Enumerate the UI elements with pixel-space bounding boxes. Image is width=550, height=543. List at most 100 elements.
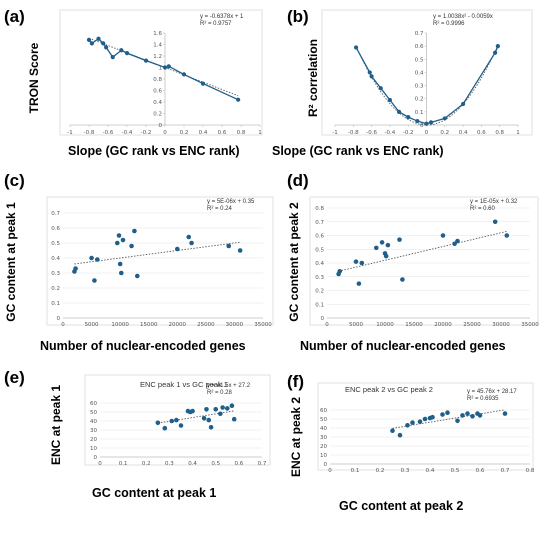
y-tick-label: 0.5 xyxy=(415,57,424,63)
data-point xyxy=(120,237,126,243)
panel-f: 0 0.1 0.2 0.3 0.4 0.5 0.6 0.7 0.8 0 10 20 30 40 50 60 y … xyxy=(287,372,535,513)
r-squared-label: R² = 0.24 xyxy=(207,206,233,212)
data-point xyxy=(231,416,237,422)
data-point xyxy=(470,414,475,419)
trendline xyxy=(392,409,506,429)
data-point xyxy=(465,411,470,416)
data-point xyxy=(374,245,379,251)
y-tick-label: 0.3 xyxy=(415,84,424,90)
data-point xyxy=(353,45,359,50)
data-point xyxy=(461,101,466,107)
y-axis-label: ENC at peak 1 xyxy=(49,385,63,465)
data-point xyxy=(124,51,130,56)
y-tick-label: 0.1 xyxy=(415,110,424,116)
x-tick-label: 0 xyxy=(98,461,102,467)
y-tick-label: 0.5 xyxy=(51,241,60,247)
data-point xyxy=(390,428,395,434)
data-point xyxy=(440,412,445,417)
data-point xyxy=(89,41,94,46)
x-axis-label: Number of nuclear-encoded genes xyxy=(300,339,506,353)
data-point xyxy=(397,237,402,242)
y-tick-label: 60 xyxy=(90,401,97,407)
y-axis-label: TRON Score xyxy=(27,42,41,113)
y-tick-label: 40 xyxy=(90,419,97,425)
panel-label: (b) xyxy=(287,7,309,26)
x-tick-label: -0.8 xyxy=(84,130,95,136)
x-tick-label: 0 xyxy=(61,322,65,328)
y-tick-label: 0.3 xyxy=(51,271,60,277)
x-axis-label: Slope (GC rank vs ENC rank) xyxy=(68,144,240,158)
data-point xyxy=(169,418,175,424)
data-point xyxy=(166,64,171,69)
data-point xyxy=(181,72,187,77)
x-tick-label: 0.6 xyxy=(477,130,486,136)
data-point xyxy=(396,109,402,114)
x-tick-label: 1 xyxy=(516,130,520,136)
x-axis-label: GC content at peak 1 xyxy=(92,486,216,500)
data-point xyxy=(86,37,92,43)
x-tick-label: 0.3 xyxy=(401,468,410,474)
y-tick-label: 0.2 xyxy=(315,289,324,295)
data-point xyxy=(367,70,372,75)
y-tick-label: 0.1 xyxy=(51,301,60,307)
data-point xyxy=(455,418,460,424)
x-tick-label: 0.8 xyxy=(237,130,246,136)
data-point xyxy=(201,416,207,421)
data-point xyxy=(101,41,106,46)
x-tick-label: 0.7 xyxy=(501,468,510,474)
r-squared-label: R² = 0.9757 xyxy=(200,21,232,27)
y-tick-label: 0 xyxy=(57,316,61,322)
data-point xyxy=(422,416,428,422)
y-tick-label: 30 xyxy=(320,435,327,441)
data-point xyxy=(114,240,120,246)
x-tick-label: 0 xyxy=(425,130,429,136)
trendline xyxy=(74,241,241,265)
r-squared-label: R² = 0.9996 xyxy=(433,21,465,27)
data-point xyxy=(237,248,243,253)
y-tick-label: 0.7 xyxy=(415,31,424,37)
x-tick-label: 20000 xyxy=(434,322,452,328)
chart-frame xyxy=(321,9,533,136)
x-tick-label: 0.4 xyxy=(426,468,435,474)
y-tick-label: 0.7 xyxy=(51,211,60,217)
data-point xyxy=(236,97,241,102)
x-tick-label: 0 xyxy=(328,468,332,474)
trendline-equation: y = 45.76x + 28.17 xyxy=(467,389,517,395)
series-line xyxy=(355,45,499,125)
data-point xyxy=(430,414,435,420)
data-point xyxy=(504,233,510,238)
data-point xyxy=(397,432,403,438)
y-tick-label: 0.8 xyxy=(153,77,162,83)
panel-b: -1 -0.8 -0.6 -0.4 -0.2 0 0.2 0.4 0.6 0.8 1 0 0.1 0.2 0… xyxy=(272,7,533,158)
y-tick-label: 1.4 xyxy=(153,43,162,49)
data-point xyxy=(186,234,192,240)
panel-label: (e) xyxy=(4,368,25,387)
panel-d: 0 5000 10000 15000 20000 25000 30000 35000 0 0.1 0… xyxy=(287,171,539,353)
y-tick-label: 20 xyxy=(90,437,97,443)
panel-e: 0 0.1 0.2 0.3 0.4 0.5 0.6 0.7 0 10 20 30 40 50 60 y = 4… xyxy=(4,368,271,500)
x-tick-label: 0.6 xyxy=(218,130,227,136)
x-tick-label: 0.3 xyxy=(165,461,174,467)
x-tick-label: 0 xyxy=(163,130,167,136)
panel-label: (f) xyxy=(287,372,304,391)
x-tick-label: 0.2 xyxy=(142,461,151,467)
x-tick-label: 0.4 xyxy=(459,130,468,136)
x-tick-label: 0.8 xyxy=(526,468,535,474)
panel-label: (d) xyxy=(287,171,309,190)
data-point xyxy=(226,243,232,249)
data-point xyxy=(410,420,415,425)
data-point xyxy=(174,246,180,252)
data-point xyxy=(440,233,446,238)
y-tick-label: 0.4 xyxy=(153,100,162,106)
y-tick-label: 0.6 xyxy=(315,234,324,240)
data-point xyxy=(73,266,78,271)
y-tick-label: 50 xyxy=(320,417,327,423)
x-tick-label: 30000 xyxy=(226,322,244,328)
x-tick-label: 0.2 xyxy=(440,130,449,136)
data-point xyxy=(208,425,214,430)
y-tick-label: 0.6 xyxy=(51,226,60,232)
data-point xyxy=(406,115,411,120)
y-tick-label: 0.7 xyxy=(315,220,324,226)
chart-frame xyxy=(317,382,534,471)
x-tick-label: 0.1 xyxy=(119,461,128,467)
